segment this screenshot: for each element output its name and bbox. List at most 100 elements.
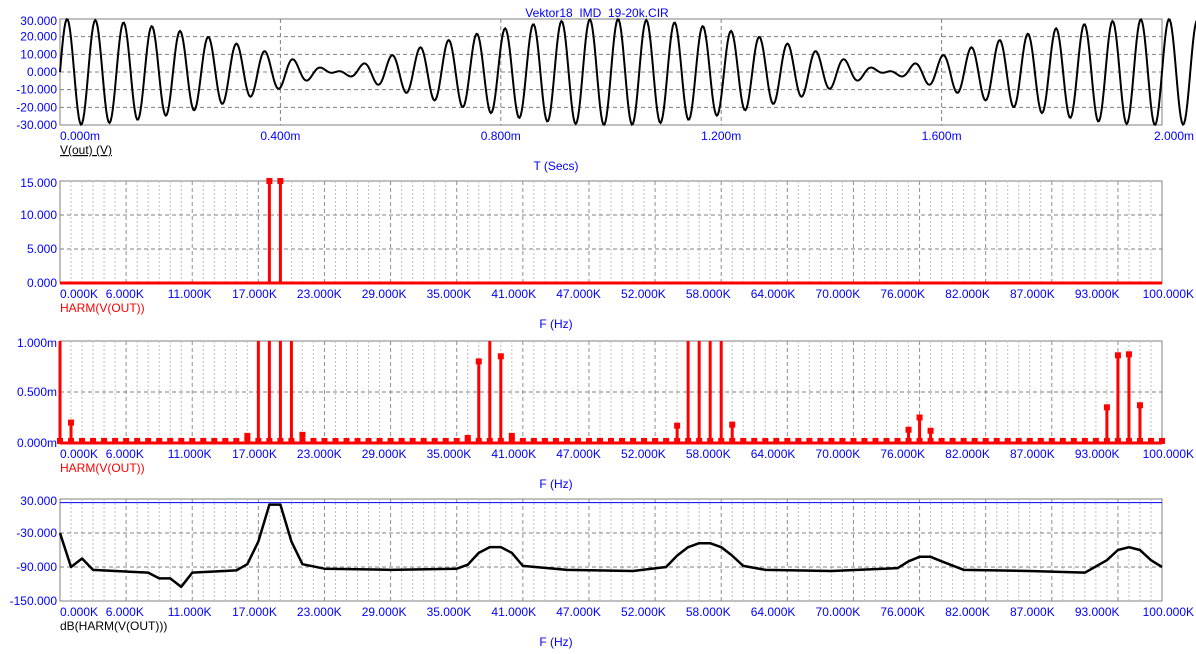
- x-tick-label: 76.000K: [880, 287, 925, 301]
- noise-marker: [872, 437, 879, 444]
- harm-marker: [244, 432, 251, 439]
- noise-marker: [938, 437, 945, 444]
- noise-marker: [211, 437, 218, 444]
- y-tick-label: 5.000: [27, 242, 57, 256]
- noise-marker: [563, 437, 570, 444]
- noise-marker: [850, 437, 857, 444]
- noise-marker: [993, 437, 1000, 444]
- harm-marker: [729, 421, 736, 428]
- y-tick-label: -20.000: [16, 100, 57, 114]
- x-tick-label: 29.000K: [362, 605, 407, 619]
- chart-panel-1: 30.000 20.000 10.000 0.000 -10.000 -20.000 -30…: [16, 14, 1196, 173]
- noise-marker: [806, 437, 813, 444]
- x-tick-label: 64.000K: [751, 287, 796, 301]
- y-tick-label: 0.000m: [17, 436, 57, 450]
- x-tick-label: 76.000K: [880, 447, 925, 461]
- noise-marker: [596, 437, 603, 444]
- noise-marker: [740, 437, 747, 444]
- noise-marker: [1147, 437, 1154, 444]
- trace-label: V(out) (V): [60, 143, 112, 157]
- y-tick-label: 20.000: [20, 30, 57, 44]
- x-tick-label: 47.000K: [556, 287, 601, 301]
- x-tick-label: 87.000K: [1010, 287, 1055, 301]
- noise-marker: [332, 437, 339, 444]
- noise-marker: [971, 437, 978, 444]
- x-tick-label: 1.200m: [701, 129, 741, 143]
- noise-marker: [762, 437, 769, 444]
- harm-marker: [277, 178, 284, 184]
- noise-marker: [839, 437, 846, 444]
- noise-marker: [652, 437, 659, 444]
- noise-marker: [178, 437, 185, 444]
- noise-marker: [619, 437, 626, 444]
- trace-label: HARM(V(OUT)): [60, 461, 145, 475]
- noise-marker: [134, 437, 141, 444]
- noise-marker: [310, 437, 317, 444]
- trace-label: HARM(V(OUT)): [60, 301, 145, 315]
- harm-marker: [464, 434, 471, 441]
- x-tick-label: 29.000K: [362, 447, 407, 461]
- y-tick-label: -90.000: [16, 560, 57, 574]
- noise-marker: [574, 437, 581, 444]
- y-tick-label: -30.000: [16, 526, 57, 540]
- vout-series-line: [59, 17, 1196, 127]
- x-tick-label: 11.000K: [168, 605, 212, 619]
- x-tick-label: 23.000K: [297, 605, 342, 619]
- x-tick-label: 52.000K: [621, 287, 666, 301]
- harm-marker: [905, 426, 912, 433]
- y-tick-label: 0.000: [27, 276, 57, 290]
- x-tick-label: 0.000K: [60, 605, 98, 619]
- x-axis-label: F (Hz): [539, 317, 572, 331]
- x-axis-label: F (Hz): [539, 635, 572, 649]
- noise-marker: [387, 437, 394, 444]
- noise-marker: [398, 437, 405, 444]
- x-tick-label: 47.000K: [556, 447, 601, 461]
- x-tick-label: 6.000K: [106, 605, 144, 619]
- x-tick-label: 0.000K: [60, 287, 98, 301]
- noise-marker: [354, 437, 361, 444]
- harm-marker: [1125, 351, 1132, 358]
- noise-marker: [552, 437, 559, 444]
- x-tick-label: 0.000K: [60, 447, 98, 461]
- noise-marker: [883, 437, 890, 444]
- x-tick-label: 35.000K: [427, 287, 472, 301]
- harm-marker: [916, 414, 923, 421]
- x-tick-label: 52.000K: [621, 605, 666, 619]
- harm-marker: [674, 422, 681, 429]
- noise-marker: [376, 437, 383, 444]
- y-tick-label: 30.000: [20, 14, 57, 28]
- noise-marker: [189, 437, 196, 444]
- x-tick-label: 0.000m: [60, 129, 100, 143]
- y-tick-label: -30.000: [16, 118, 57, 132]
- x-tick-label: 58.000K: [686, 287, 731, 301]
- x-tick-label: 70.000K: [816, 447, 861, 461]
- noise-marker: [641, 437, 648, 444]
- harm-marker: [1103, 404, 1110, 411]
- noise-marker: [585, 437, 592, 444]
- x-tick-label: 11.000K: [168, 447, 212, 461]
- x-tick-label: 23.000K: [297, 287, 342, 301]
- noise-marker: [541, 437, 548, 444]
- x-tick-label: 11.000K: [168, 287, 212, 301]
- x-tick-label: 64.000K: [751, 605, 796, 619]
- y-tick-label: -10.000: [16, 83, 57, 97]
- x-tick-label: 1.600m: [922, 129, 962, 143]
- noise-marker: [817, 437, 824, 444]
- noise-marker: [1092, 437, 1099, 444]
- x-tick-label: 17.000K: [232, 287, 277, 301]
- harm-marker: [266, 178, 273, 184]
- x-tick-label: 23.000K: [297, 447, 342, 461]
- x-tick-label: 76.000K: [880, 605, 925, 619]
- x-tick-label: 0.400m: [260, 129, 300, 143]
- x-tick-label: 6.000K: [106, 447, 144, 461]
- plot-frame: [59, 340, 1163, 444]
- x-tick-label: 100.000K: [1143, 287, 1194, 301]
- x-tick-label: 6.000K: [106, 287, 144, 301]
- noise-marker: [894, 437, 901, 444]
- noise-marker: [90, 437, 97, 444]
- noise-marker: [156, 437, 163, 444]
- noise-marker: [79, 437, 86, 444]
